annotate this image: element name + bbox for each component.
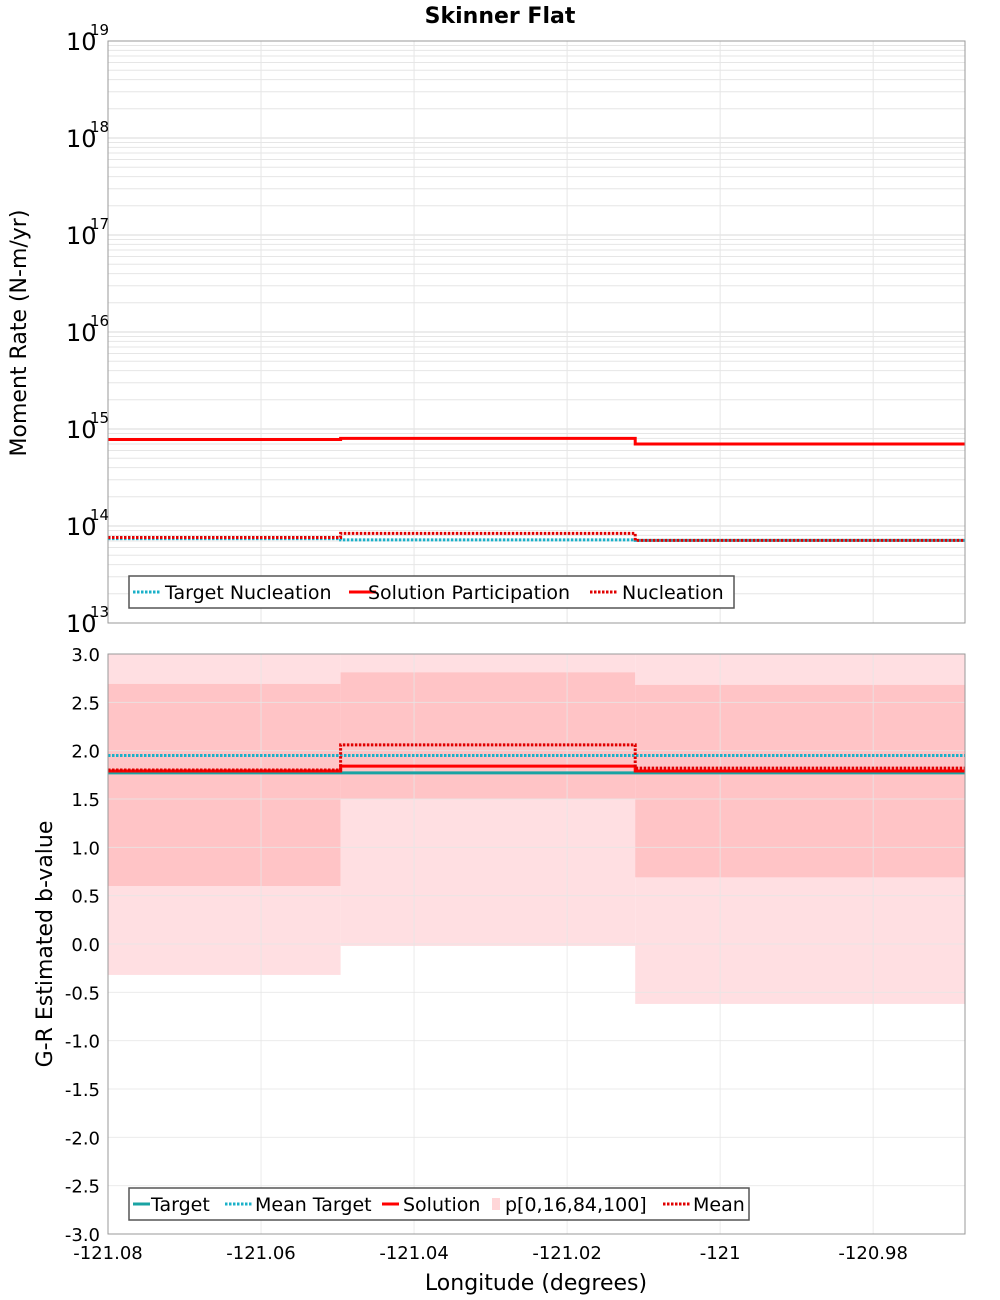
bottom-y-tick-label: -1.5 [65,1080,100,1101]
bottom-y-tick-label: 0.5 [71,887,100,908]
chart-title: Skinner Flat [425,4,576,29]
bottom-series [108,743,965,775]
bottom-series-line-5 [108,743,965,772]
top-series [108,436,965,542]
bottom-legend-label: Mean Target [255,1194,372,1216]
band-inner-p16-p84 [108,683,341,886]
top-y-tick-base: 10 [66,28,97,56]
top-y-tick-base: 10 [66,222,97,250]
b-value-panel: -3.0 -2.5 -2.0 -1.5 -1.0 -0.5 0.0 0.5 1.0 1.5 2.0 2… [33,645,966,1296]
bottom-x-ticks: -121.08 -121.06 -121.04 -121.02 -121 -120.98 [73,1243,908,1264]
top-y-tick-exponent: 13 [90,603,109,621]
bottom-y-tick-label: 2.5 [71,693,100,714]
top-plot-frame [107,40,966,624]
x-axis-label: Longitude (degrees) [425,1271,647,1296]
x-tick-label: -121.06 [226,1243,295,1264]
top-y-tick-base: 10 [66,125,97,153]
band-inner-p16-p84 [340,672,636,799]
bottom-y-tick-label: 2.0 [71,742,100,763]
x-tick-label: -121 [700,1243,741,1264]
bottom-grid [107,653,965,1235]
bottom-y-tick-label: 0.0 [71,935,100,956]
bottom-legend-box [128,1187,750,1221]
top-legend-label: Nucleation [622,582,724,604]
top-legend-box [128,575,735,609]
bottom-y-tick-label: -2.5 [65,1177,100,1198]
bottom-legend-label: Target [150,1194,210,1216]
bottom-bands [108,654,965,1004]
top-legend: Target Nucleation Solution Participation N… [128,575,735,609]
top-y-tick-exponent: 17 [90,215,109,233]
x-tick-label: -120.98 [838,1243,907,1264]
top-y-tick-exponent: 19 [90,21,109,39]
top-series-line-3 [108,531,965,542]
top-legend-label: Solution Participation [368,582,570,604]
bottom-y-tick-label: -2.0 [65,1128,100,1149]
x-tick-label: -121.02 [532,1243,601,1264]
top-y-tick-base: 10 [66,513,97,541]
bottom-y-tick-label: 3.0 [71,645,100,666]
bottom-y-axis-label: G-R Estimated b-value [33,821,58,1068]
bottom-legend-label: p[0,16,84,100] [505,1194,647,1216]
top-legend-label: Target Nucleation [164,582,332,604]
band-inner-p16-p84 [635,684,965,878]
bottom-y-tick-label: -3.0 [65,1225,100,1246]
bottom-y-tick-label: -1.0 [65,1032,100,1053]
bottom-y-tick-label: -0.5 [65,983,100,1004]
bottom-plot-frame [107,653,966,1235]
top-y-axis-label: Moment Rate (N-m/yr) [7,210,32,457]
bottom-legend-label: Solution [403,1194,480,1216]
top-y-tick-base: 10 [66,610,97,638]
x-tick-label: -121.04 [379,1243,448,1264]
bottom-y-tick-label: 1.5 [71,790,100,811]
top-y-tick-base: 10 [66,416,97,444]
top-y-tick-exponent: 18 [90,118,109,136]
bottom-legend: Target Mean Target Solution p[0,16,84,100] M… [128,1187,750,1221]
top-y-tick-exponent: 15 [90,409,109,427]
top-series-line-2 [108,436,965,446]
top-y-tick-exponent: 16 [90,312,109,330]
bottom-legend-band-swatch [492,1198,500,1210]
top-grid [107,40,965,624]
bottom-y-tick-label: 1.0 [71,838,100,859]
top-y-tick-exponent: 14 [90,506,109,524]
bottom-y-ticks: -3.0 -2.5 -2.0 -1.5 -1.0 -0.5 0.0 0.5 1.0 1.5 2.0 2… [65,645,100,1246]
x-tick-label: -121.08 [73,1243,142,1264]
bottom-legend-label: Mean [693,1194,745,1216]
top-y-tick-base: 10 [66,319,97,347]
